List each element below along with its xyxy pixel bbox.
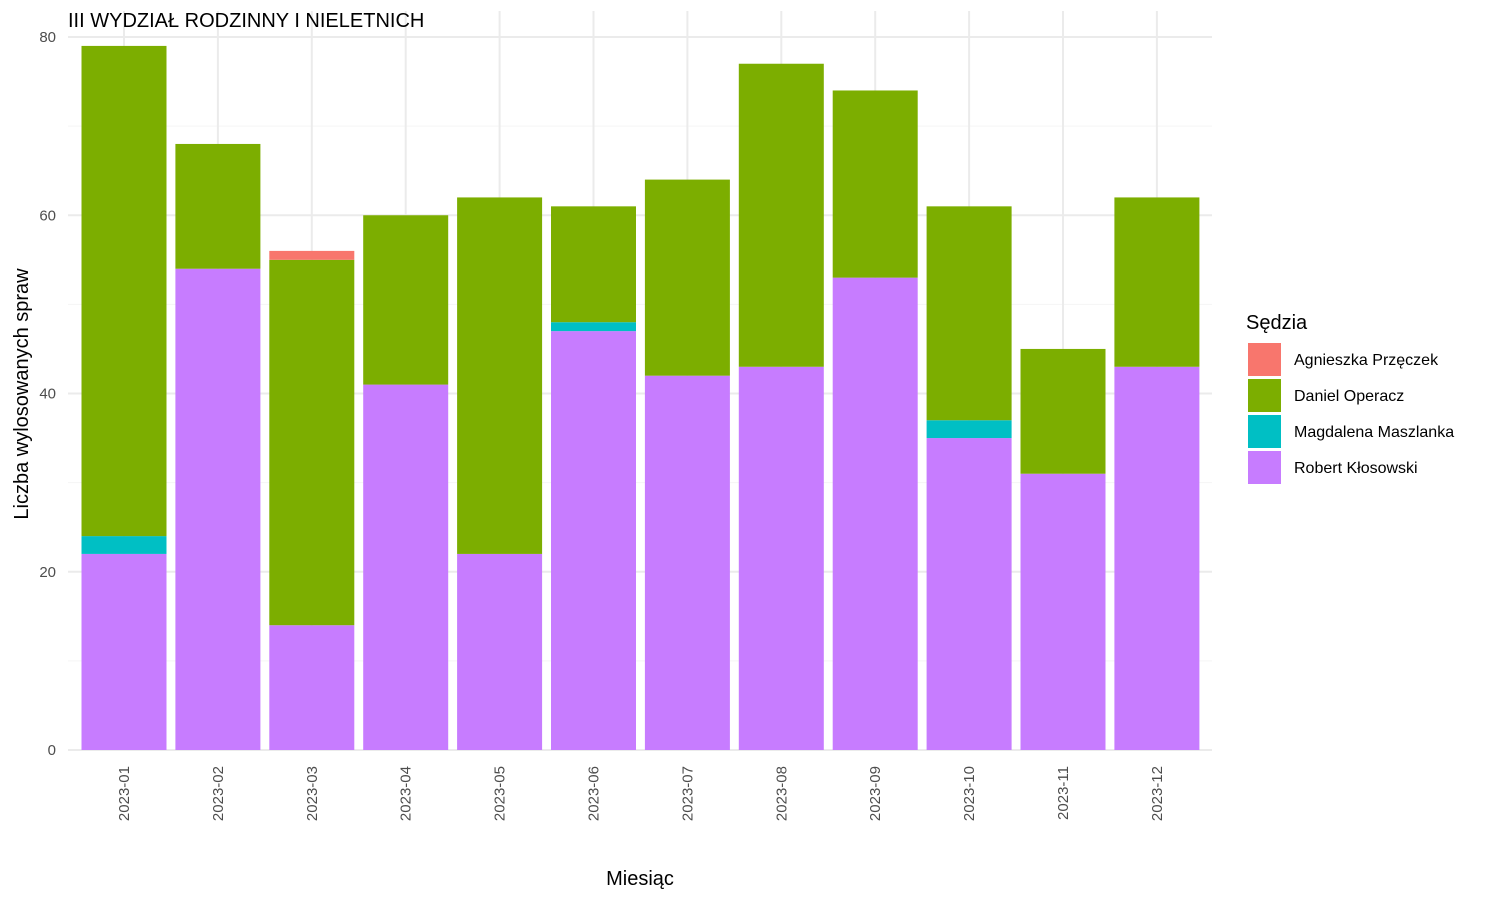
y-axis-ticks: 0 20 40 60 80: [39, 29, 56, 759]
x-tick-label: 2023-02: [210, 766, 227, 821]
x-tick-label: 2023-11: [1055, 766, 1072, 820]
bar-segment-2023-11-robert-kłosowski: [1020, 473, 1106, 750]
bar-segment-2023-04-robert-kłosowski: [363, 384, 449, 750]
bar-segment-2023-11-daniel-operacz: [1020, 348, 1106, 474]
legend-swatch: [1248, 343, 1281, 376]
bar-segment-2023-06-robert-kłosowski: [551, 331, 636, 750]
bar-segment-2023-09-robert-kłosowski: [832, 277, 918, 750]
bar-segment-2023-03-daniel-operacz: [269, 259, 355, 626]
y-tick-label: 40: [39, 386, 56, 403]
bar-segment-2023-04-daniel-operacz: [363, 215, 449, 385]
bar-segment-2023-01-robert-kłosowski: [81, 553, 167, 750]
x-tick-label: 2023-07: [679, 766, 696, 821]
bar-segment-2023-12-daniel-operacz: [1114, 197, 1200, 367]
legend-label: Magdalena Maszlanka: [1294, 424, 1454, 441]
y-tick-label: 80: [39, 29, 56, 46]
y-tick-label: 60: [39, 207, 56, 224]
legend-swatch: [1248, 451, 1281, 484]
bar-segment-2023-08-robert-kłosowski: [738, 366, 824, 750]
bar-segment-2023-02-robert-kłosowski: [175, 268, 261, 750]
bar-segment-2023-12-robert-kłosowski: [1114, 366, 1200, 750]
bar-segment-2023-08-daniel-operacz: [738, 63, 824, 367]
legend-swatch: [1248, 415, 1281, 448]
x-tick-label: 2023-08: [773, 766, 790, 821]
legend-swatch: [1248, 379, 1281, 412]
legend: Sędzia Agnieszka Przęczek Daniel Operacz M…: [1246, 312, 1454, 484]
bar-segment-2023-05-robert-kłosowski: [457, 553, 543, 750]
bar-segment-2023-10-robert-kłosowski: [926, 438, 1012, 750]
bar-segment-2023-06-magdalena-maszlanka: [551, 322, 636, 332]
x-tick-label: 2023-04: [398, 766, 415, 821]
bar-segment-2023-03-robert-kłosowski: [269, 625, 355, 750]
bar-segment-2023-05-daniel-operacz: [457, 197, 543, 554]
bar-segment-2023-06-daniel-operacz: [551, 206, 636, 323]
x-tick-label: 2023-03: [304, 766, 321, 821]
bar-segment-2023-10-daniel-operacz: [926, 206, 1012, 421]
legend-title: Sędzia: [1246, 312, 1308, 334]
y-tick-label: 20: [39, 564, 56, 581]
x-axis-title: Miesiąc: [606, 868, 674, 890]
x-tick-label: 2023-09: [867, 766, 884, 821]
bar-segment-2023-02-daniel-operacz: [175, 143, 261, 269]
x-axis-ticks: 2023-01 2023-02 2023-03 2023-04 2023-05 2023-…: [116, 766, 1166, 821]
legend-label: Daniel Operacz: [1294, 388, 1404, 405]
legend-label: Robert Kłosowski: [1294, 460, 1418, 477]
bar-segment-2023-10-magdalena-maszlanka: [926, 420, 1012, 439]
bar-segment-2023-01-daniel-operacz: [81, 45, 167, 537]
bar-segment-2023-01-magdalena-maszlanka: [81, 536, 167, 554]
x-tick-label: 2023-06: [586, 766, 603, 821]
legend-label: Agnieszka Przęczek: [1294, 352, 1439, 369]
x-tick-label: 2023-12: [1149, 766, 1166, 821]
bars: [81, 45, 1200, 750]
bar-segment-2023-07-robert-kłosowski: [644, 375, 730, 750]
bar-segment-2023-07-daniel-operacz: [644, 179, 730, 376]
chart-title: III WYDZIAŁ RODZINNY I NIELETNICH: [68, 10, 424, 32]
y-axis-title: Liczba wylosowanych spraw: [11, 268, 33, 520]
y-tick-label: 0: [48, 742, 56, 759]
x-tick-label: 2023-01: [116, 766, 133, 821]
x-tick-label: 2023-05: [492, 766, 509, 821]
bar-segment-2023-09-daniel-operacz: [832, 90, 918, 278]
x-tick-label: 2023-10: [961, 766, 978, 821]
bar-segment-2023-03-agnieszka-przęczek: [269, 250, 355, 260]
